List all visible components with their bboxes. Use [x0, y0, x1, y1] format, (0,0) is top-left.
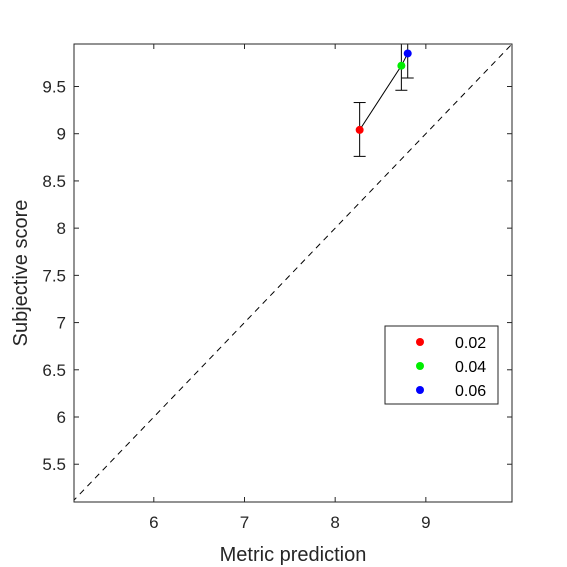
- y-tick-label: 9.5: [42, 77, 66, 96]
- legend-box: [384, 325, 499, 405]
- legend-marker-0.04: [416, 362, 424, 370]
- legend-marker-0.02: [416, 338, 424, 346]
- data-point-0.06: [403, 49, 412, 58]
- y-tick-label: 8: [57, 219, 66, 238]
- x-tick-label: 7: [240, 513, 249, 532]
- y-tick-label: 6: [57, 408, 66, 427]
- x-axis-title: Metric prediction: [220, 544, 367, 566]
- y-tick-label: 7: [57, 314, 66, 333]
- y-tick-label: 6.5: [42, 361, 66, 380]
- y-tick-label: 7.5: [42, 266, 66, 285]
- y-tick-label: 8.5: [42, 172, 66, 191]
- x-tick-label: 9: [421, 513, 430, 532]
- y-tick-label: 5.5: [42, 455, 66, 474]
- legend: 0.02 0.04 0.06: [384, 325, 499, 405]
- legend-marker-0.06: [416, 386, 424, 394]
- legend-label-0.06: 0.06: [455, 383, 486, 400]
- y-axis-title: Subjective score: [10, 200, 32, 347]
- x-tick-label: 8: [330, 513, 339, 532]
- data-point-0.02: [355, 125, 364, 134]
- reference-line: [74, 44, 512, 501]
- y-tick-label: 9: [57, 125, 66, 144]
- legend-label-0.02: 0.02: [455, 335, 486, 352]
- data-point-0.04: [397, 61, 406, 70]
- plot-frame: [73, 43, 513, 503]
- x-tick-label: 6: [149, 513, 158, 532]
- legend-label-0.04: 0.04: [455, 359, 486, 376]
